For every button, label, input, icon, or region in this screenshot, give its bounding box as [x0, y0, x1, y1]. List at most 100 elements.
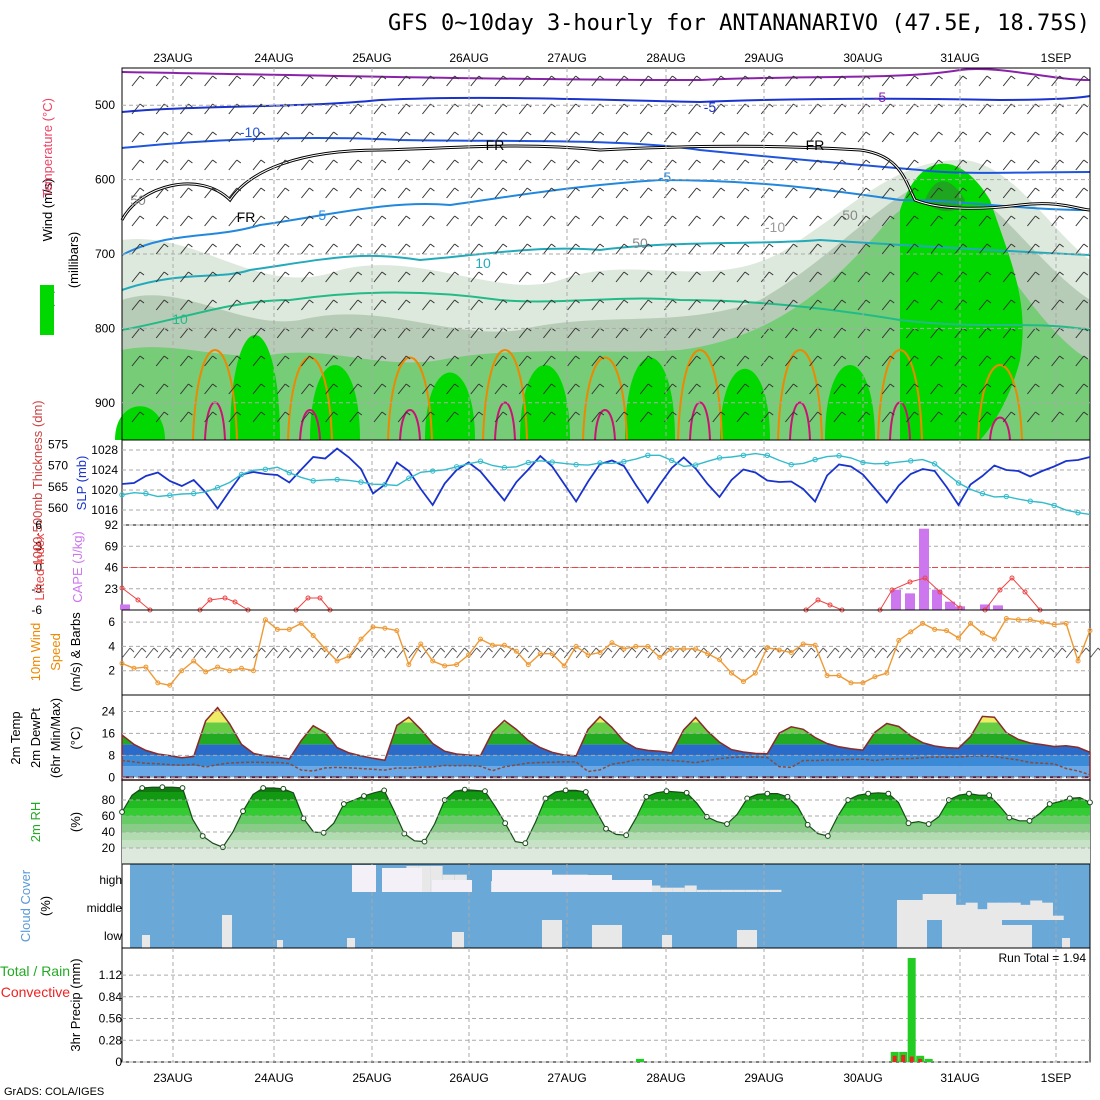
wind-barb-flag — [672, 327, 677, 332]
wind-barb — [325, 383, 334, 395]
wind-barb — [881, 355, 891, 367]
surface-wind-barb-flag — [559, 647, 565, 653]
wind-barb — [881, 411, 891, 423]
cloud-bar-middle — [987, 902, 1000, 920]
rh-band — [122, 816, 1090, 824]
wind-barb-flag — [817, 159, 822, 164]
wind-barb-flag — [817, 187, 822, 192]
wind-barb-flag — [139, 159, 145, 164]
wind-barb — [373, 327, 383, 339]
temp-label-1: 2m Temp — [8, 711, 23, 764]
wind-barb — [373, 243, 383, 255]
wind-speed-marker — [250, 668, 256, 674]
wind-barb — [1002, 355, 1012, 367]
wind-barb-flag — [793, 299, 798, 304]
wind-barb — [252, 103, 262, 115]
wind-barb — [785, 215, 794, 227]
wind-barb — [809, 271, 818, 283]
wind-barb — [1027, 355, 1036, 367]
wind-barb — [1051, 187, 1060, 199]
temp-line — [121, 706, 1091, 781]
wind-barb-flag — [938, 271, 943, 276]
surface-wind-barb — [826, 647, 836, 659]
wind-barb-flag — [260, 131, 266, 136]
wind-barb — [470, 271, 480, 283]
wind-barb-flag — [793, 243, 798, 248]
wind-barb-flag — [333, 271, 338, 276]
surface-wind-barb-flag — [368, 647, 374, 653]
wind-barb-flag — [817, 299, 822, 304]
wind-barb — [591, 187, 601, 199]
bottom-date-labels: 23AUG 24AUG 25AUG 26AUG 27AUG 28AUG 29AUG 30AUG… — [153, 1071, 1071, 1085]
li-line — [984, 577, 1041, 611]
wind-barb — [930, 411, 939, 423]
wind-barb — [760, 411, 770, 423]
wind-barb — [615, 271, 625, 283]
wind-barb-flag — [430, 383, 435, 388]
wind-barb — [954, 243, 964, 255]
wind-barb-flag — [454, 243, 459, 248]
bottom-date-label: 25AUG — [352, 1071, 391, 1085]
wind-barb — [252, 383, 262, 395]
rh-marker — [703, 813, 710, 820]
cloud-low-block — [897, 900, 927, 948]
wind-barb-flag — [938, 355, 943, 360]
wind-barb — [978, 187, 988, 199]
precip-axis-label: 3hr Precip (mm) — [68, 958, 83, 1051]
wind-barb — [930, 187, 939, 199]
cloud-bar-high — [696, 889, 709, 892]
wind-barb — [736, 271, 746, 283]
wind-barb — [252, 411, 262, 423]
wind-barb — [785, 271, 794, 283]
wind-barb-flag — [1059, 215, 1064, 220]
wind-speed-marker — [167, 682, 173, 688]
wind-barb-flag — [914, 299, 919, 304]
wind-barb — [397, 383, 407, 395]
rh-marker — [1006, 814, 1013, 821]
surface-wind-barb-flag — [440, 647, 446, 653]
contour-10 — [121, 291, 1091, 331]
wind-barb-flag — [526, 327, 532, 332]
wind-barb — [518, 215, 528, 227]
wind-barb — [204, 159, 213, 171]
wind-barb — [1075, 355, 1085, 367]
wind-barb-flag — [768, 103, 774, 108]
wind-barb-flag — [405, 411, 411, 416]
wind-barb — [809, 75, 818, 87]
wind-barb — [349, 411, 359, 423]
thickness-marker — [214, 484, 221, 491]
wind-barb — [567, 243, 576, 255]
wind-barb-flag — [720, 187, 726, 192]
thickness-marker — [1075, 509, 1081, 516]
wind-barb-flag — [236, 383, 242, 388]
surface-wind-barb — [145, 647, 155, 659]
wind-barb — [155, 131, 165, 143]
cape-tick: 92 — [105, 518, 119, 532]
contour-label: -10 — [765, 219, 785, 235]
wind-barb-flag — [914, 75, 919, 80]
slp-frame — [121, 439, 1091, 526]
wind-barb — [688, 131, 697, 143]
wind-barb-flag — [357, 131, 363, 136]
wind-barb-flag — [841, 131, 847, 136]
cloud-bar-high — [708, 889, 721, 892]
wind-barb-flag — [720, 299, 726, 304]
wind-speed-marker — [1087, 628, 1093, 634]
wind-barb-flag — [284, 383, 290, 388]
wind-barb-flag — [1035, 131, 1040, 136]
surface-wind-barb-flag — [404, 647, 410, 653]
wind-barb — [712, 411, 722, 423]
wind-barb-flag — [841, 215, 847, 220]
contour-label: -10 — [240, 124, 260, 140]
rh-marker — [421, 838, 428, 845]
wind-barb-flag — [865, 215, 871, 220]
surface-wind-barb — [217, 647, 226, 659]
li-line — [805, 599, 843, 611]
thickness-marker — [143, 490, 149, 497]
wind-speed-marker — [298, 620, 304, 626]
wind-barb — [155, 187, 165, 199]
wind-barb-flag — [526, 75, 532, 80]
wind-barb — [809, 355, 818, 367]
wind-barb-flag — [430, 159, 435, 164]
wind-speed-marker — [179, 668, 185, 674]
